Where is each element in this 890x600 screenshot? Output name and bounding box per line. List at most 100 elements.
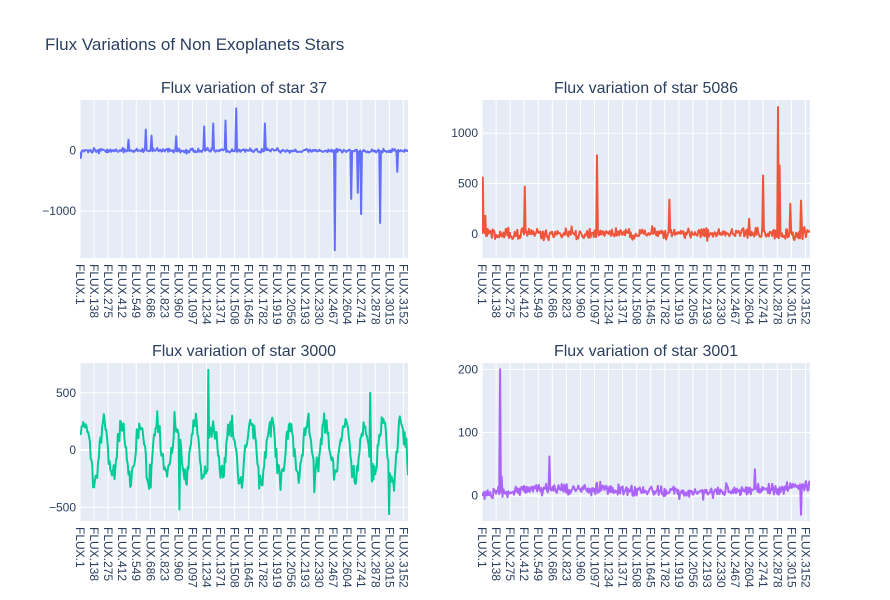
x-tick-label: FLUX.1 — [73, 264, 87, 305]
x-tick-label: FLUX.3152 — [798, 264, 812, 325]
y-tick-label: 200 — [458, 362, 478, 376]
x-tick-label: FLUX.138 — [489, 527, 503, 581]
x-tick-label: FLUX.549 — [531, 264, 545, 318]
x-tick-label: FLUX.2193 — [298, 264, 312, 325]
x-tick-label: FLUX.1645 — [644, 527, 658, 588]
x-tick-label: FLUX.1097 — [185, 527, 199, 588]
x-tick-label: FLUX.1 — [475, 527, 489, 568]
subplot-title: Flux variation of star 3000 — [152, 343, 336, 360]
x-tick-label: FLUX.1782 — [658, 527, 672, 588]
x-tick-label: FLUX.823 — [157, 264, 171, 318]
x-tick-label: FLUX.2467 — [728, 264, 742, 325]
y-tick-label: −500 — [49, 500, 76, 514]
x-tick-label: FLUX.1782 — [256, 264, 270, 325]
series-line — [482, 368, 810, 516]
series-line — [80, 368, 408, 516]
x-tick-label: FLUX.1234 — [200, 527, 214, 588]
x-tick-label: FLUX.960 — [171, 264, 185, 318]
x-tick-label: FLUX.3015 — [382, 264, 396, 325]
series-line — [482, 106, 810, 242]
figure-title: Flux Variations of Non Exoplanets Stars — [45, 35, 344, 54]
x-tick-label: FLUX.2604 — [340, 527, 354, 588]
x-tick-label: FLUX.3015 — [784, 527, 798, 588]
x-tick-label: FLUX.138 — [87, 264, 101, 318]
x-tick-label: FLUX.2056 — [686, 527, 700, 588]
x-tick-label: FLUX.960 — [573, 527, 587, 581]
y-tick-label: 100 — [458, 426, 478, 440]
x-tick-label: FLUX.412 — [517, 264, 531, 318]
x-tick-label: FLUX.686 — [143, 264, 157, 318]
plot-area — [80, 100, 408, 258]
x-tick-label: FLUX.1645 — [242, 264, 256, 325]
x-tick-label: FLUX.1234 — [602, 527, 616, 588]
y-tick-label: 500 — [56, 386, 76, 400]
x-tick-label: FLUX.3015 — [784, 264, 798, 325]
x-tick-label: FLUX.960 — [573, 264, 587, 318]
plot-area — [482, 363, 810, 521]
x-tick-label: FLUX.1919 — [270, 527, 284, 588]
subplot-title: Flux variation of star 3001 — [554, 343, 738, 360]
y-tick-label: 0 — [69, 144, 76, 158]
x-tick-label: FLUX.3015 — [382, 527, 396, 588]
x-tick-label: FLUX.2193 — [700, 264, 714, 325]
x-tick-label: FLUX.2330 — [312, 527, 326, 588]
subplot-title: Flux variation of star 37 — [161, 80, 327, 97]
x-tick-label: FLUX.1234 — [602, 264, 616, 325]
x-tick-label: FLUX.823 — [559, 527, 573, 581]
x-tick-label: FLUX.275 — [503, 527, 517, 581]
x-tick-label: FLUX.549 — [129, 527, 143, 581]
y-tick-label: 0 — [69, 443, 76, 457]
x-tick-label: FLUX.1371 — [616, 264, 630, 325]
x-tick-label: FLUX.3152 — [396, 527, 410, 588]
x-tick-label: FLUX.823 — [157, 527, 171, 581]
x-tick-label: FLUX.2330 — [714, 527, 728, 588]
x-tick-label: FLUX.2741 — [756, 527, 770, 588]
x-tick-label: FLUX.412 — [115, 527, 129, 581]
x-tick-label: FLUX.686 — [545, 264, 559, 318]
x-tick-label: FLUX.2878 — [368, 527, 382, 588]
x-tick-label: FLUX.3152 — [396, 264, 410, 325]
x-tick-label: FLUX.823 — [559, 264, 573, 318]
y-tick-label: 1000 — [451, 126, 478, 140]
x-tick-label: FLUX.1097 — [587, 264, 601, 325]
x-tick-label: FLUX.1 — [475, 264, 489, 305]
x-tick-label: FLUX.686 — [143, 527, 157, 581]
x-tick-label: FLUX.1234 — [200, 264, 214, 325]
x-tick-label: FLUX.2467 — [728, 527, 742, 588]
x-tick-label: FLUX.1097 — [587, 527, 601, 588]
x-tick-label: FLUX.275 — [503, 264, 517, 318]
x-tick-label: FLUX.275 — [101, 264, 115, 318]
x-tick-label: FLUX.2193 — [700, 527, 714, 588]
x-tick-label: FLUX.2056 — [686, 264, 700, 325]
x-tick-label: FLUX.2330 — [714, 264, 728, 325]
x-tick-label: FLUX.1508 — [630, 527, 644, 588]
x-tick-label: FLUX.412 — [517, 527, 531, 581]
x-tick-label: FLUX.2056 — [284, 527, 298, 588]
x-tick-label: FLUX.1645 — [242, 527, 256, 588]
x-tick-label: FLUX.1 — [73, 527, 87, 568]
x-tick-label: FLUX.412 — [115, 264, 129, 318]
x-tick-label: FLUX.2056 — [284, 264, 298, 325]
x-tick-label: FLUX.549 — [129, 264, 143, 318]
x-tick-label: FLUX.2878 — [368, 264, 382, 325]
x-tick-label: FLUX.1919 — [270, 264, 284, 325]
series-line — [80, 107, 408, 252]
x-tick-label: FLUX.2741 — [354, 527, 368, 588]
x-tick-label: FLUX.2878 — [770, 527, 784, 588]
x-tick-label: FLUX.2467 — [326, 527, 340, 588]
y-tick-label: 0 — [471, 489, 478, 503]
x-tick-label: FLUX.1097 — [185, 264, 199, 325]
y-tick-label: 0 — [471, 227, 478, 241]
x-tick-label: FLUX.2467 — [326, 264, 340, 325]
x-tick-label: FLUX.2330 — [312, 264, 326, 325]
x-tick-label: FLUX.549 — [531, 527, 545, 581]
plot-area — [80, 363, 408, 521]
x-tick-label: FLUX.1371 — [616, 527, 630, 588]
x-tick-label: FLUX.2604 — [742, 527, 756, 588]
y-tick-label: 500 — [458, 177, 478, 191]
